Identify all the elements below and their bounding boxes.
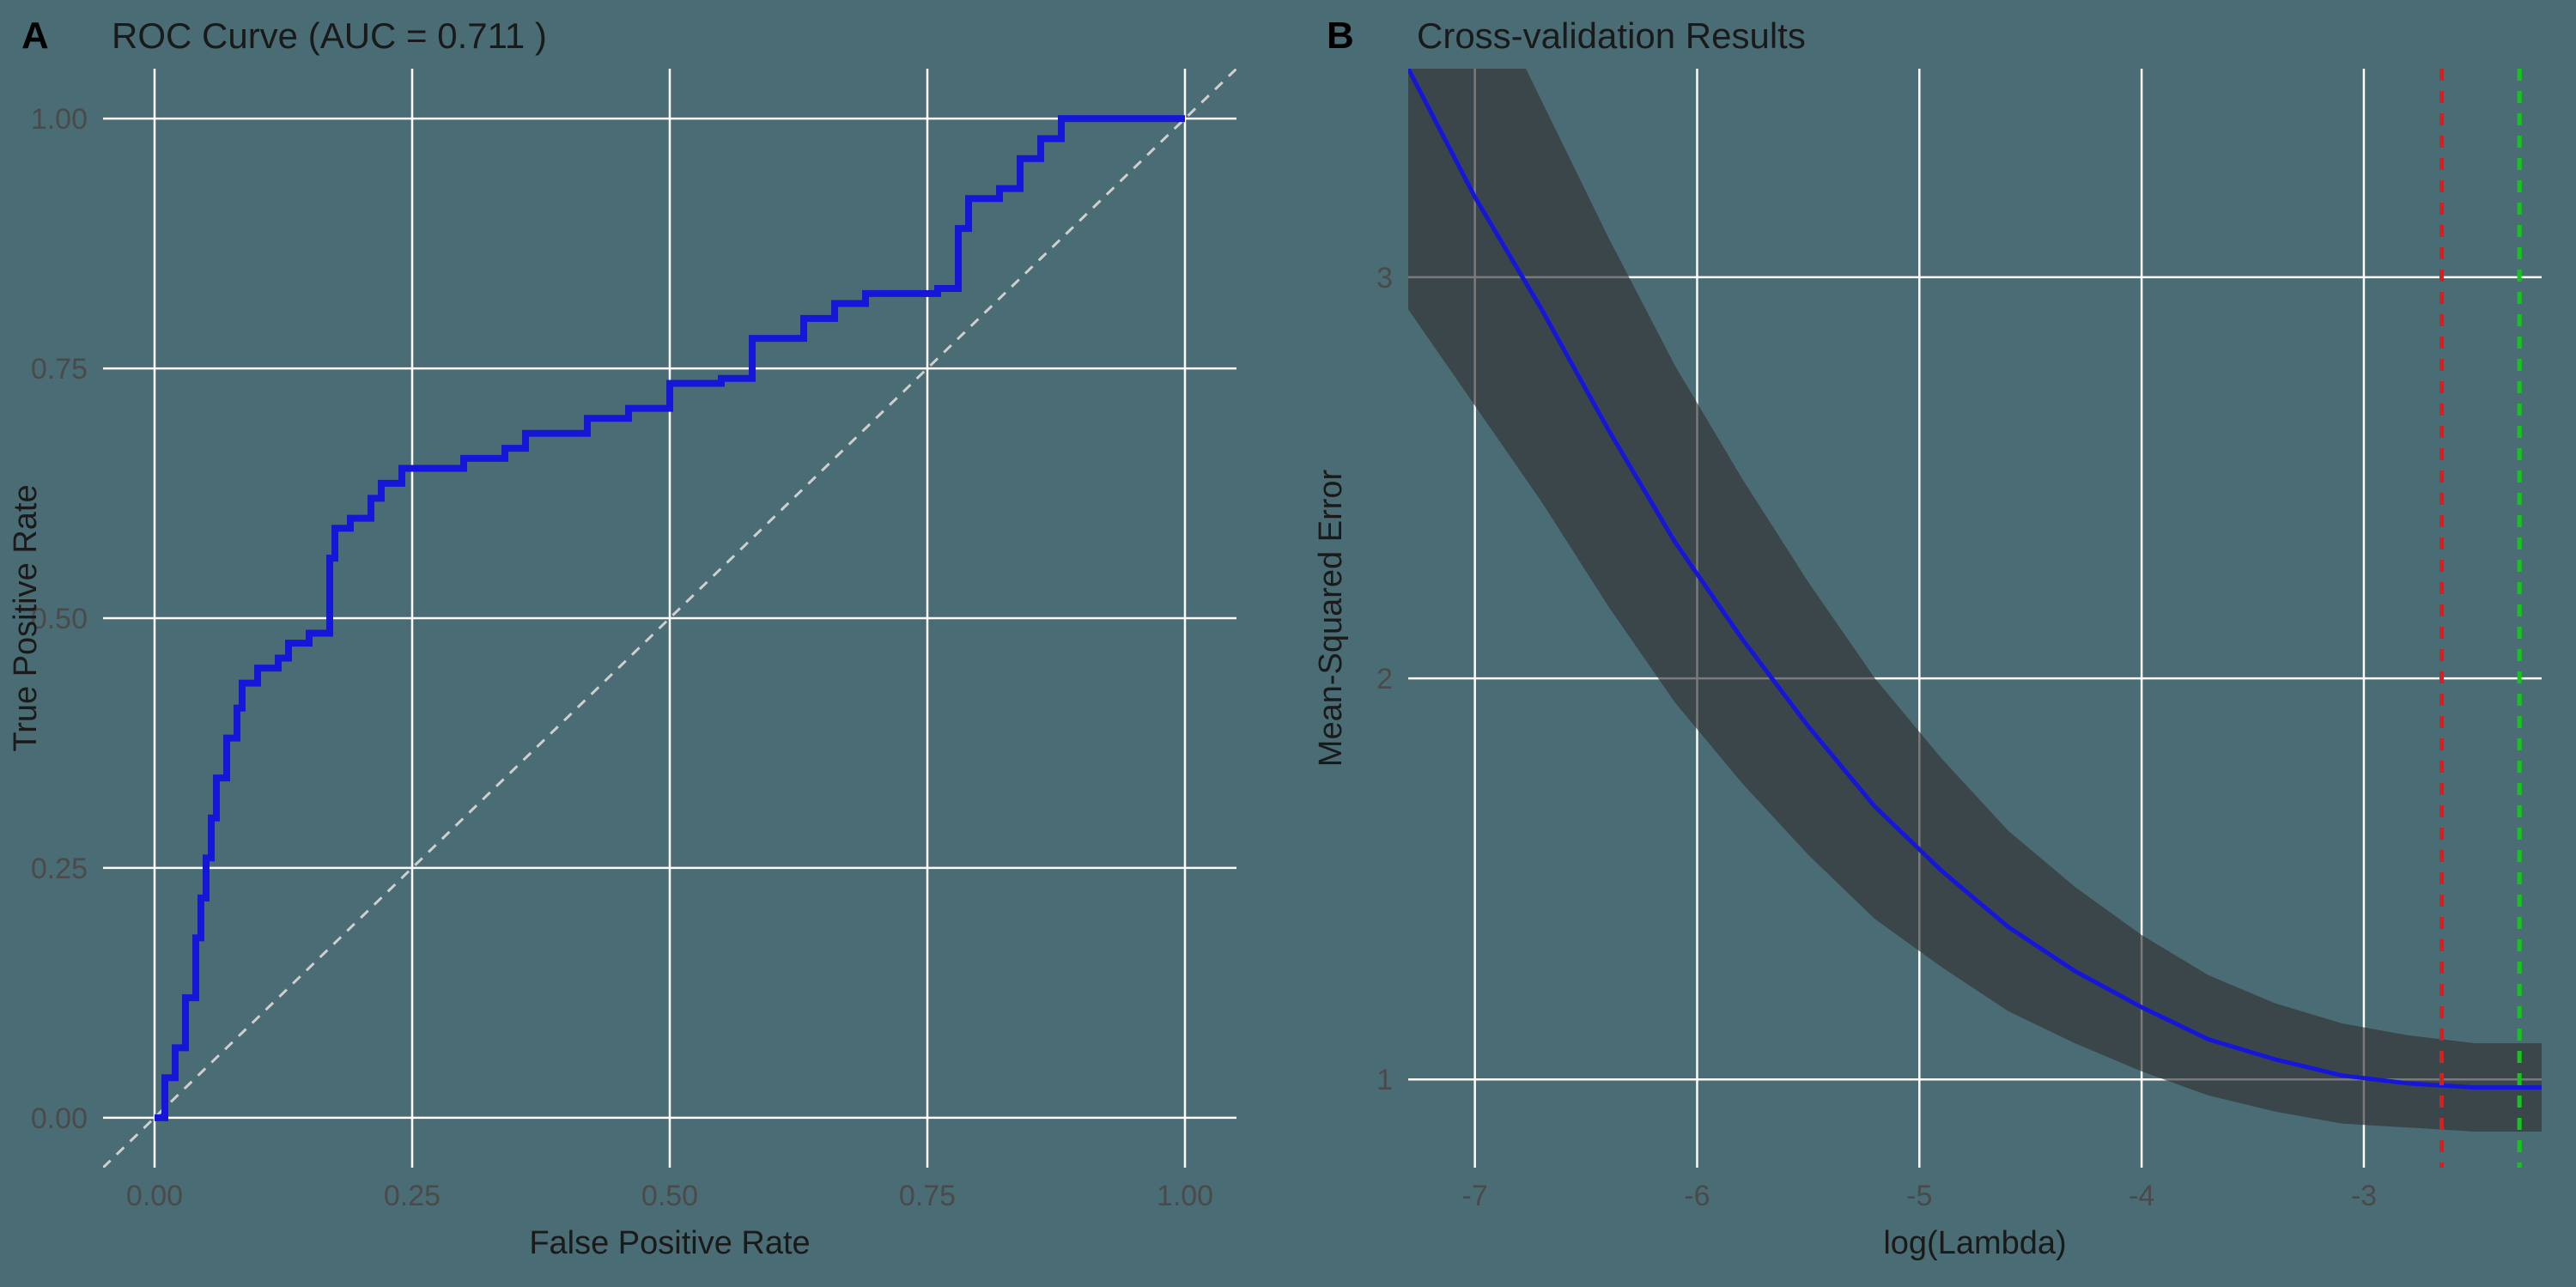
canvas-background — [0, 0, 2576, 1287]
x-tick-label: 0.50 — [641, 1180, 698, 1212]
y-tick-label: 0.75 — [31, 353, 88, 385]
x-axis-label: log(Lambda) — [1883, 1225, 2066, 1261]
y-tick-label: 2 — [1376, 663, 1393, 695]
y-tick-label: 0.00 — [31, 1102, 88, 1135]
panel-title: ROC Curve (AUC = 0.711 ) — [112, 15, 547, 56]
y-tick-label: 0.25 — [31, 853, 88, 885]
x-tick-label: 0.25 — [384, 1180, 440, 1212]
x-tick-label: -4 — [2129, 1180, 2154, 1212]
x-tick-label: 0.75 — [899, 1180, 956, 1212]
panel-title: Cross-validation Results — [1417, 15, 1806, 56]
x-tick-label: -3 — [2351, 1180, 2377, 1212]
y-tick-label: 1.00 — [31, 103, 88, 136]
x-tick-label: 0.00 — [126, 1180, 183, 1212]
x-axis-label: False Positive Rate — [529, 1225, 810, 1261]
x-tick-label: -7 — [1462, 1180, 1488, 1212]
y-tick-label: 1 — [1376, 1064, 1393, 1096]
x-tick-label: -5 — [1906, 1180, 1932, 1212]
x-tick-label: 1.00 — [1157, 1180, 1213, 1212]
y-axis-label: Mean-Squared Error — [1313, 469, 1349, 767]
y-axis-label: True Positive Rate — [8, 484, 44, 751]
x-tick-label: -6 — [1684, 1180, 1710, 1212]
y-tick-label: 3 — [1376, 262, 1393, 294]
panel-letter: A — [21, 15, 49, 57]
panel-letter: B — [1327, 15, 1354, 57]
